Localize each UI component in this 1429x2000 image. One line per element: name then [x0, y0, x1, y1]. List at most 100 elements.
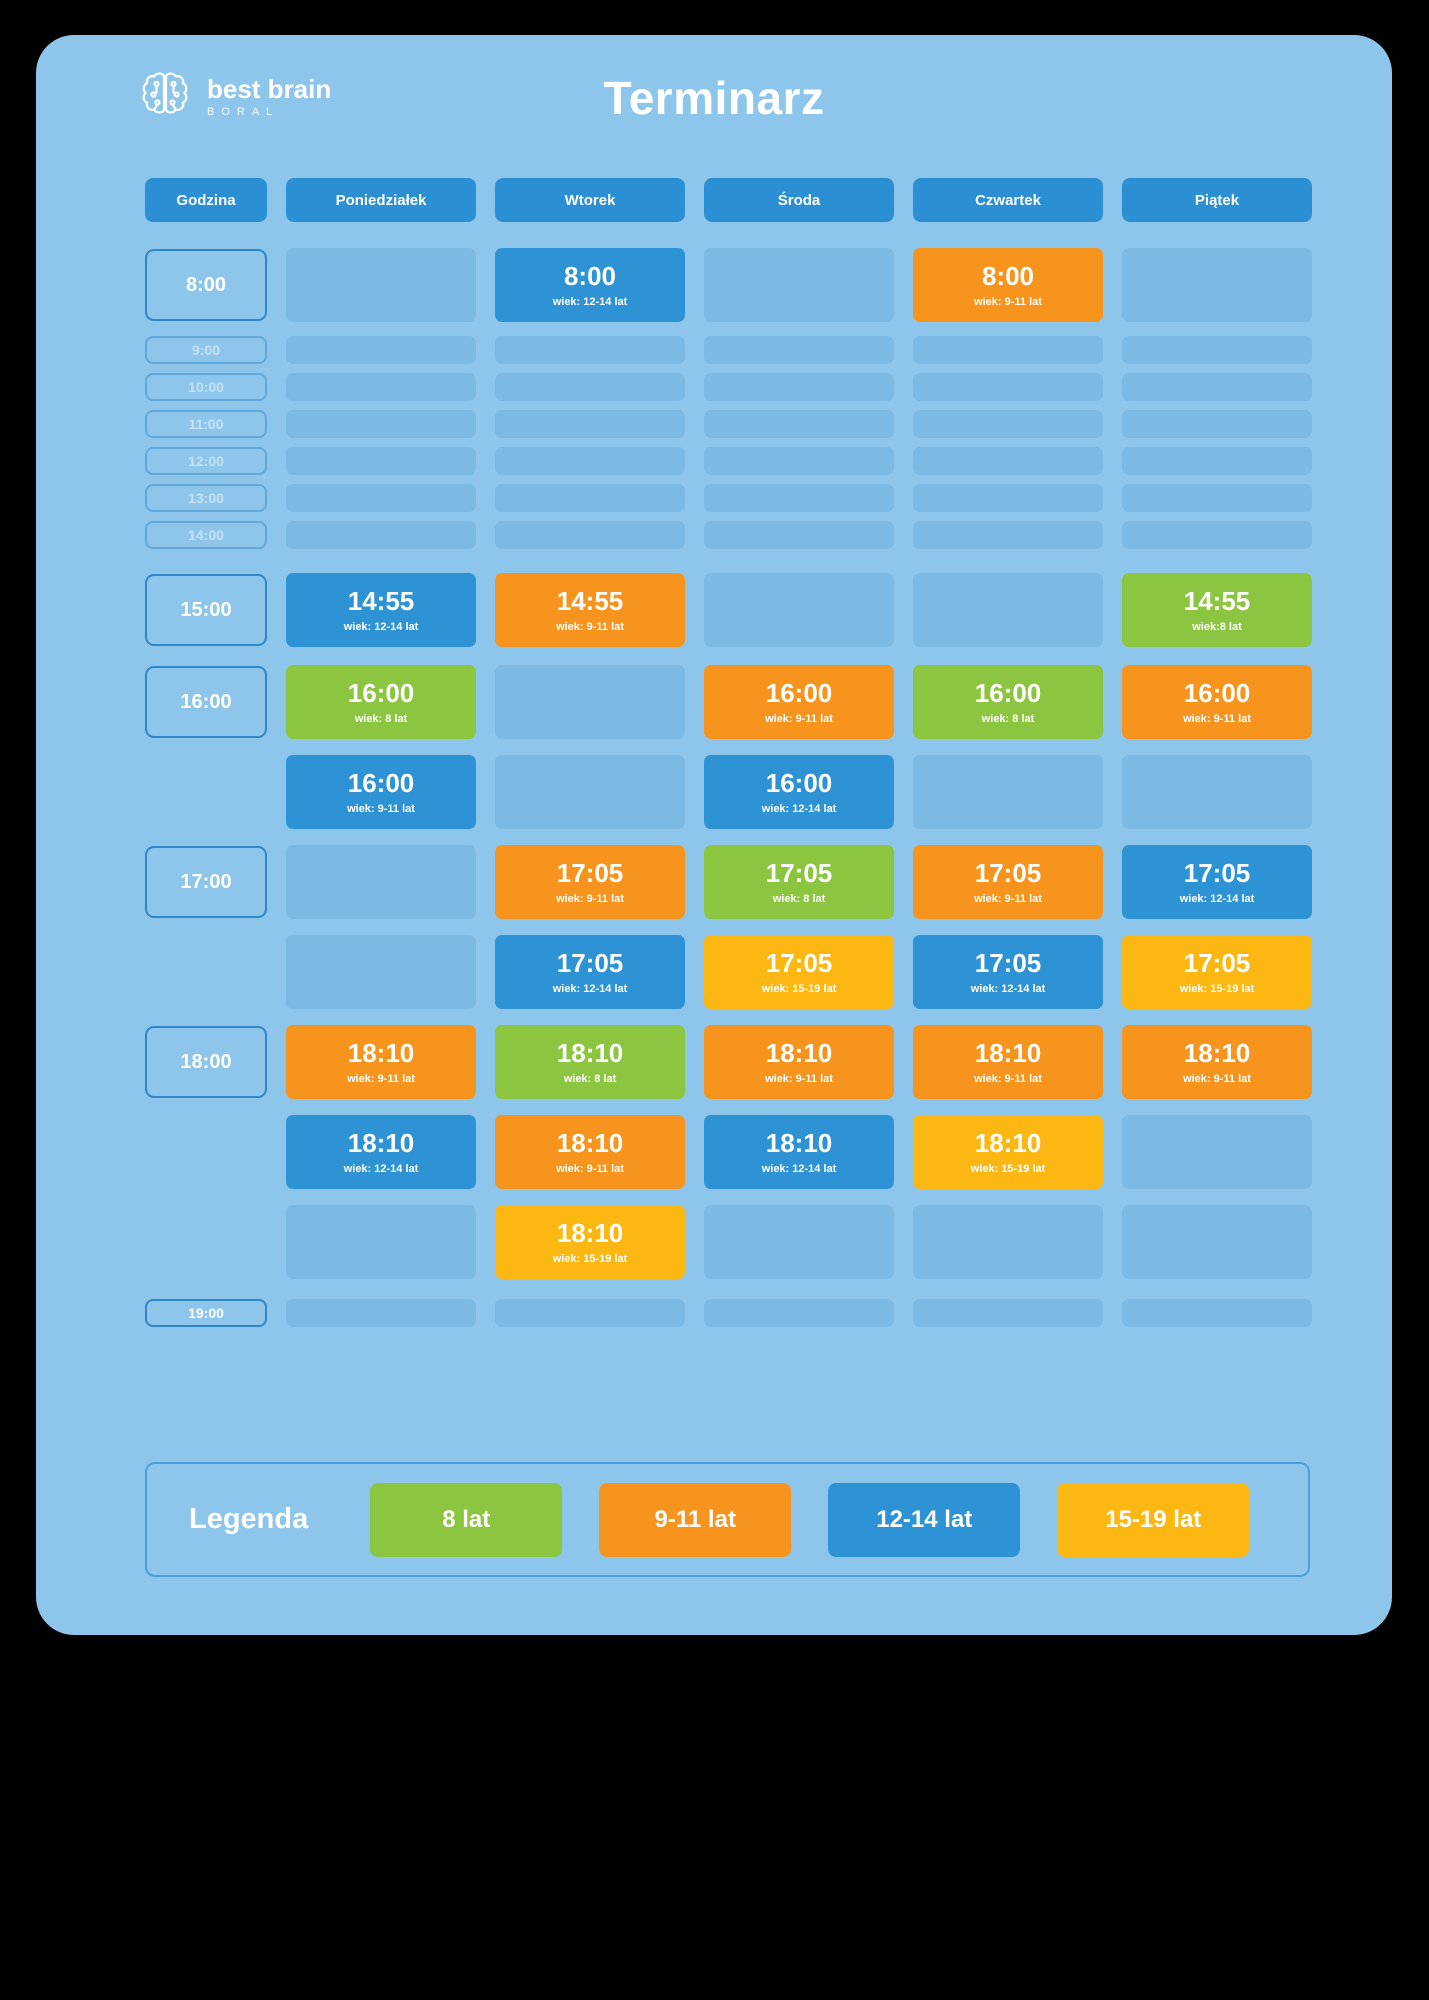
event-cell-monday[interactable]: 14:55 wiek: 12-14 lat — [286, 573, 476, 647]
event-time: 8:00 — [981, 260, 1035, 291]
empty-cell-wednesday — [704, 1205, 894, 1279]
empty-cell-tuesday — [495, 373, 685, 401]
event-time: 18:10 — [765, 1127, 833, 1158]
event-cell-thursday[interactable]: 18:10 wiek: 9-11 lat — [913, 1025, 1103, 1099]
schedule-row: 18:10 wiek: 12-14 lat 18:10 wiek: 9-11 lat 1… — [145, 1115, 1392, 1189]
event-cell-wednesday[interactable]: 17:05 wiek: 15-19 lat — [704, 935, 894, 1009]
event-cell-thursday[interactable]: 17:05 wiek: 9-11 lat — [913, 845, 1103, 919]
event-cell-tuesday[interactable]: 18:10 wiek: 8 lat — [495, 1025, 685, 1099]
event-time: 8:00 — [563, 260, 617, 291]
empty-cell-thursday — [913, 410, 1103, 438]
empty-cell-monday — [286, 248, 476, 322]
time-label: 14:00 — [145, 521, 267, 549]
column-header-friday: Piątek — [1122, 178, 1312, 222]
event-time: 17:05 — [1183, 857, 1251, 888]
event-cell-tuesday[interactable]: 18:10 wiek: 9-11 lat — [495, 1115, 685, 1189]
empty-cell-thursday — [913, 521, 1103, 549]
event-cell-wednesday[interactable]: 18:10 wiek: 12-14 lat — [704, 1115, 894, 1189]
empty-cell-tuesday — [495, 755, 685, 829]
event-cell-thursday[interactable]: 8:00 wiek: 9-11 lat — [913, 248, 1103, 322]
empty-cell-monday — [286, 935, 476, 1009]
empty-cell-wednesday — [704, 336, 894, 364]
event-cell-tuesday[interactable]: 17:05 wiek: 12-14 lat — [495, 935, 685, 1009]
schedule-row: 16:00 16:00 wiek: 8 lat 16:00 wiek: 9-11 lat… — [145, 665, 1392, 739]
event-cell-tuesday[interactable]: 17:05 wiek: 9-11 lat — [495, 845, 685, 919]
event-cell-wednesday[interactable]: 17:05 wiek: 8 lat — [704, 845, 894, 919]
legend-chip-15-19-lat: 15-19 lat — [1057, 1482, 1250, 1557]
event-time: 18:10 — [556, 1217, 624, 1248]
event-cell-friday[interactable]: 17:05 wiek: 12-14 lat — [1122, 845, 1312, 919]
empty-cell-tuesday — [495, 410, 685, 438]
empty-cell-thursday — [913, 484, 1103, 512]
empty-cell-friday — [1122, 410, 1312, 438]
schedule-row: 17:05 wiek: 12-14 lat 17:05 wiek: 15-19 lat… — [145, 935, 1392, 1009]
empty-cell-friday — [1122, 373, 1312, 401]
event-time: 16:00 — [765, 767, 833, 798]
event-cell-monday[interactable]: 16:00 wiek: 8 lat — [286, 665, 476, 739]
time-label: 12:00 — [145, 447, 267, 475]
event-cell-friday[interactable]: 18:10 wiek: 9-11 lat — [1122, 1025, 1312, 1099]
event-cell-friday[interactable]: 16:00 wiek: 9-11 lat — [1122, 665, 1312, 739]
event-cell-tuesday[interactable]: 8:00 wiek: 12-14 lat — [495, 248, 685, 322]
event-cell-monday[interactable]: 18:10 wiek: 9-11 lat — [286, 1025, 476, 1099]
logo: best brain BORAL — [140, 69, 331, 125]
brain-icon — [142, 72, 188, 114]
event-age: wiek: 8 lat — [772, 892, 826, 905]
empty-cell-thursday — [913, 1205, 1103, 1279]
empty-cell-thursday — [913, 573, 1103, 647]
empty-cell-monday — [286, 447, 476, 475]
time-label: 13:00 — [145, 484, 267, 512]
event-time: 18:10 — [347, 1127, 415, 1158]
legend-title: Legenda — [189, 1503, 309, 1535]
schedule-row: 9:00 — [145, 336, 1392, 364]
empty-cell-friday — [1122, 755, 1312, 829]
empty-cell-wednesday — [704, 573, 894, 647]
event-cell-thursday[interactable]: 16:00 wiek: 8 lat — [913, 665, 1103, 739]
event-cell-friday[interactable]: 14:55 wiek:8 lat — [1122, 573, 1312, 647]
event-time: 14:55 — [347, 585, 415, 616]
event-age: wiek: 15-19 lat — [552, 1252, 628, 1265]
schedule-row: 11:00 — [145, 410, 1392, 438]
event-cell-monday[interactable]: 18:10 wiek: 12-14 lat — [286, 1115, 476, 1189]
empty-cell-monday — [286, 521, 476, 549]
event-time: 18:10 — [974, 1037, 1042, 1068]
schedule-row: 17:00 17:05 wiek: 9-11 lat 17:05 wiek: 8 lat… — [145, 845, 1392, 919]
event-cell-tuesday[interactable]: 14:55 wiek: 9-11 lat — [495, 573, 685, 647]
empty-cell-wednesday — [704, 447, 894, 475]
event-time: 18:10 — [556, 1037, 624, 1068]
time-label: 17:00 — [145, 846, 267, 918]
empty-cell-wednesday — [704, 248, 894, 322]
event-age: wiek: 9-11 lat — [1183, 712, 1251, 725]
event-age: wiek: 12-14 lat — [552, 295, 628, 308]
event-age: wiek: 8 lat — [563, 1072, 617, 1085]
event-cell-wednesday[interactable]: 16:00 wiek: 12-14 lat — [704, 755, 894, 829]
schedule-row: 13:00 — [145, 484, 1392, 512]
time-label: 9:00 — [145, 336, 267, 364]
schedule-grid: Godzina Poniedziałek Wtorek Środa Czwartek Pi… — [145, 178, 1392, 1327]
empty-cell-friday — [1122, 1115, 1312, 1189]
empty-cell-monday — [286, 1299, 476, 1327]
event-age: wiek: 9-11 lat — [974, 892, 1042, 905]
event-time: 18:10 — [765, 1037, 833, 1068]
event-cell-friday[interactable]: 17:05 wiek: 15-19 lat — [1122, 935, 1312, 1009]
event-cell-wednesday[interactable]: 18:10 wiek: 9-11 lat — [704, 1025, 894, 1099]
event-cell-thursday[interactable]: 18:10 wiek: 15-19 lat — [913, 1115, 1103, 1189]
schedule-row: 12:00 — [145, 447, 1392, 475]
event-cell-tuesday[interactable]: 18:10 wiek: 15-19 lat — [495, 1205, 685, 1279]
empty-cell-monday — [286, 845, 476, 919]
empty-cell-friday — [1122, 1299, 1312, 1327]
event-age: wiek: 9-11 lat — [765, 1072, 833, 1085]
column-header-thursday: Czwartek — [913, 178, 1103, 222]
empty-cell-thursday — [913, 336, 1103, 364]
event-cell-monday[interactable]: 16:00 wiek: 9-11 lat — [286, 755, 476, 829]
empty-cell-tuesday — [495, 1299, 685, 1327]
event-cell-wednesday[interactable]: 16:00 wiek: 9-11 lat — [704, 665, 894, 739]
empty-cell-thursday — [913, 373, 1103, 401]
logo-title: best brain — [207, 74, 332, 104]
event-age: wiek: 9-11 lat — [556, 620, 624, 633]
schedule-panel: best brain BORAL Terminarz Godzina Ponied… — [36, 35, 1392, 1635]
empty-cell-wednesday — [704, 410, 894, 438]
event-age: wiek: 12-14 lat — [761, 802, 837, 815]
time-label: 18:00 — [145, 1026, 267, 1098]
event-cell-thursday[interactable]: 17:05 wiek: 12-14 lat — [913, 935, 1103, 1009]
